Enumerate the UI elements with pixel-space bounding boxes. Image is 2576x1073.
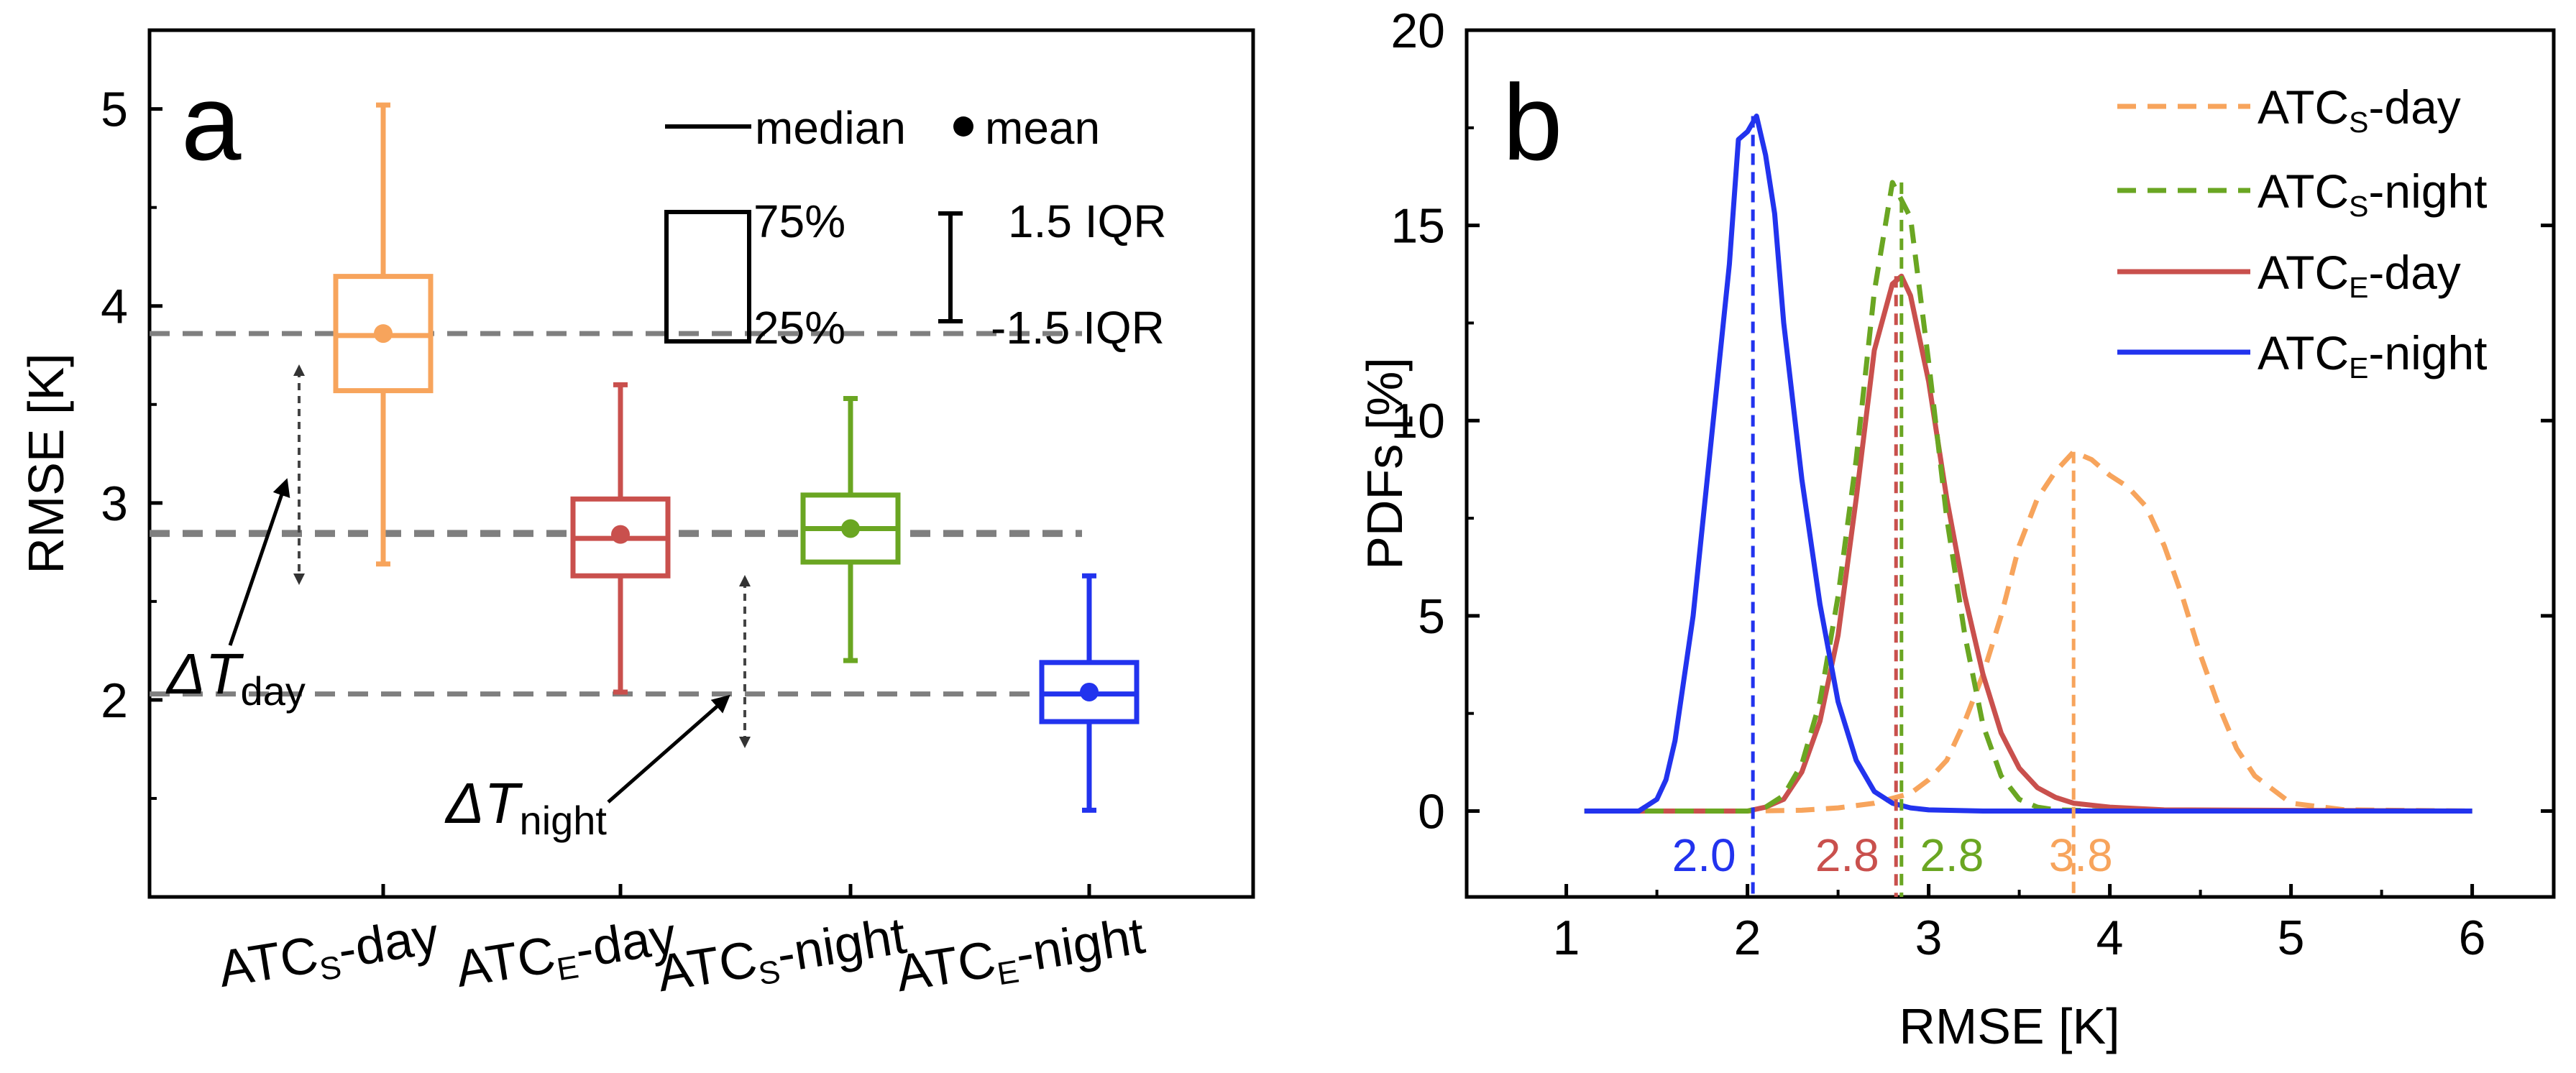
box-3 bbox=[1039, 573, 1140, 897]
panel-b-label: b bbox=[1503, 62, 1562, 183]
legend-whisker-low-label: -1.5 IQR bbox=[991, 302, 1165, 354]
legend-label-0: ATCS-day bbox=[2258, 80, 2461, 139]
legend-label-0-suffix: -day bbox=[2368, 80, 2460, 134]
delta-night-pointer-arrow bbox=[607, 694, 730, 803]
y-tick-label: 0 bbox=[1418, 784, 1445, 839]
x-tick-label-2: ATCS-night bbox=[654, 907, 911, 1008]
legend-label-1-sub: S bbox=[2349, 190, 2368, 223]
delta-day-symbol: ΔT bbox=[165, 642, 244, 706]
legend-label-1: ATCS-night bbox=[2258, 165, 2488, 223]
panel-a-boxes bbox=[333, 102, 1140, 897]
peak-label-1: 2.8 bbox=[1920, 829, 1984, 881]
legend-q3-label: 75% bbox=[753, 195, 845, 247]
panel-a-legend: median mean 75% 25% 1.5 IQR -1.5 IQR bbox=[664, 102, 1167, 354]
x-tick-label-0-base: ATC bbox=[214, 926, 321, 998]
x-tick-label-3-base: ATC bbox=[892, 931, 999, 1003]
peak-label-0: 3.8 bbox=[2049, 829, 2113, 881]
delta-day-label: ΔTday bbox=[165, 642, 306, 714]
y-tick-label: 20 bbox=[1390, 4, 1445, 58]
legend-q1-label: 25% bbox=[753, 302, 845, 354]
panel-b-y-ticks: 0 5 10 15 20 bbox=[1390, 4, 2554, 839]
legend-label-3-suffix: -night bbox=[2368, 326, 2487, 379]
delta-day-pointer-arrow bbox=[228, 478, 290, 646]
x-tick-label: 3 bbox=[1915, 911, 1943, 965]
legend-label-1-base: ATC bbox=[2258, 165, 2349, 218]
mean-marker bbox=[1080, 682, 1099, 701]
y-tick-label: 4 bbox=[101, 280, 128, 334]
panel-a-label: a bbox=[181, 62, 242, 183]
x-tick-label-2-suffix: -night bbox=[773, 907, 909, 984]
x-tick-label-1: ATCE-day bbox=[452, 907, 680, 1003]
box-1 bbox=[570, 382, 671, 897]
series-line-1 bbox=[1584, 180, 2472, 814]
panel-b-peak-markers: 3.8 2.8 2.8 2.0 bbox=[1672, 116, 2113, 897]
legend-label-3: ATCE-night bbox=[2258, 326, 2488, 384]
delta-day-subscript: day bbox=[241, 668, 306, 714]
legend-label-0-base: ATC bbox=[2258, 80, 2349, 134]
legend-label-0-sub: S bbox=[2349, 106, 2368, 139]
panel-a-y-axis-label: RMSE [K] bbox=[18, 353, 74, 574]
mean-marker bbox=[374, 324, 393, 344]
box-2 bbox=[800, 396, 901, 897]
panel-a-boxplot: 2 3 4 5 ATCS-day ATCE-dayATCS-nightATCE-nigh… bbox=[18, 28, 1255, 1008]
x-tick-label-1-base: ATC bbox=[452, 926, 559, 998]
panel-a-delta-annotations: ΔTday ΔTnight bbox=[165, 364, 751, 843]
legend-label-3-sub: E bbox=[2349, 351, 2368, 384]
x-tick-label-0-suffix: -day bbox=[334, 907, 443, 980]
y-tick-label: 10 bbox=[1390, 394, 1445, 448]
y-tick-label: 5 bbox=[101, 83, 128, 137]
x-tick-label: 4 bbox=[2096, 911, 2124, 965]
panel-b-plot-frame bbox=[1465, 28, 2556, 899]
delta-night-label: ΔTnight bbox=[444, 771, 607, 843]
panel-b-x-axis-label: RMSE [K] bbox=[1899, 998, 2119, 1054]
series-line-2 bbox=[1584, 273, 2472, 814]
box-0 bbox=[333, 102, 434, 897]
legend-label-2-base: ATC bbox=[2258, 246, 2349, 299]
x-tick-label-3: ATCE-night bbox=[892, 907, 1150, 1008]
x-tick-label-0: ATCS-day bbox=[214, 907, 443, 1003]
y-tick-label: 5 bbox=[1418, 589, 1445, 644]
y-tick-label: 2 bbox=[101, 673, 128, 728]
legend-label-1-suffix: -night bbox=[2368, 165, 2487, 218]
delta-night-subscript: night bbox=[520, 798, 608, 843]
mean-marker bbox=[841, 519, 860, 538]
mean-marker bbox=[611, 525, 630, 544]
legend-label-2-sub: E bbox=[2349, 271, 2368, 304]
panel-a-plot-frame bbox=[147, 28, 1255, 899]
series-line-3 bbox=[1584, 114, 2472, 814]
peak-label-3: 2.0 bbox=[1672, 829, 1736, 881]
y-tick-label: 15 bbox=[1390, 199, 1445, 254]
legend-box-glyph bbox=[664, 210, 751, 344]
legend-median-label: median bbox=[755, 102, 906, 154]
x-tick-label: 6 bbox=[2459, 911, 2486, 965]
panel-b-series bbox=[1584, 114, 2472, 814]
x-tick-label-3-suffix: -night bbox=[1012, 907, 1148, 984]
panel-a-y-ticks: 2 3 4 5 bbox=[101, 83, 162, 800]
legend-label-3-base: ATC bbox=[2258, 326, 2349, 379]
series-line-0 bbox=[1584, 449, 2472, 814]
legend-mean-marker bbox=[953, 116, 973, 137]
peak-label-2: 2.8 bbox=[1815, 829, 1879, 881]
legend-label-2-suffix: -day bbox=[2368, 246, 2460, 299]
legend-whisker-high-label: 1.5 IQR bbox=[1008, 195, 1167, 247]
panel-b-x-ticks: 1 2 3 4 5 6 bbox=[1553, 884, 2486, 965]
y-tick-label: 3 bbox=[101, 476, 128, 531]
legend-label-2: ATCE-day bbox=[2258, 246, 2461, 304]
x-tick-label: 1 bbox=[1553, 911, 1580, 965]
x-tick-label: 5 bbox=[2278, 911, 2305, 965]
delta-night-symbol: ΔT bbox=[444, 771, 523, 835]
x-tick-label: 2 bbox=[1734, 911, 1761, 965]
legend-mean-label: mean bbox=[985, 102, 1100, 154]
panel-b-y-axis-label: PDFs [%] bbox=[1357, 357, 1413, 570]
